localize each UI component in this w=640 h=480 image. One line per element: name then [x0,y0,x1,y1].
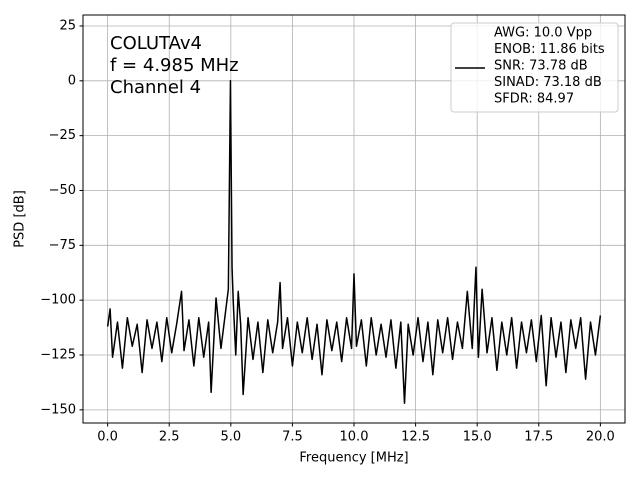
x-tick-label: 17.5 [524,430,553,445]
x-tick-label: 2.5 [159,430,180,445]
x-tick-label: 15.0 [463,430,492,445]
x-tick-label: 7.5 [282,430,303,445]
annotation: f = 4.985 MHz [110,55,239,76]
y-tick-label: 0 [68,73,76,88]
legend-label: SFDR: 84.97 [494,92,574,107]
y-tick-label: −150 [40,402,76,417]
y-tick-label: −125 [40,348,76,363]
x-tick-label: 5.0 [220,430,241,445]
x-tick-label: 10.0 [340,430,369,445]
legend-label: SINAD: 73.18 dB [494,75,602,90]
y-tick-label: −25 [49,128,76,143]
y-tick-label: −100 [40,293,76,308]
legend-label: ENOB: 11.86 bits [494,42,605,57]
x-axis-label: Frequency [MHz] [299,451,408,466]
annotation: Channel 4 [110,77,201,98]
annotation: COLUTAv4 [110,33,202,54]
y-tick-label: −50 [49,183,76,198]
y-tick-label: −75 [49,238,76,253]
legend-box [450,22,619,113]
legend-label: SNR: 73.78 dB [494,59,588,74]
x-tick-label: 12.5 [401,430,430,445]
legend-label: AWG: 10.0 Vpp [494,26,592,41]
series-line [106,80,602,405]
y-axis-label: PSD [dB] [13,190,28,248]
x-tick-label: 0.0 [97,430,118,445]
y-tick-label: 25 [59,18,76,33]
x-tick-label: 20.0 [586,430,615,445]
